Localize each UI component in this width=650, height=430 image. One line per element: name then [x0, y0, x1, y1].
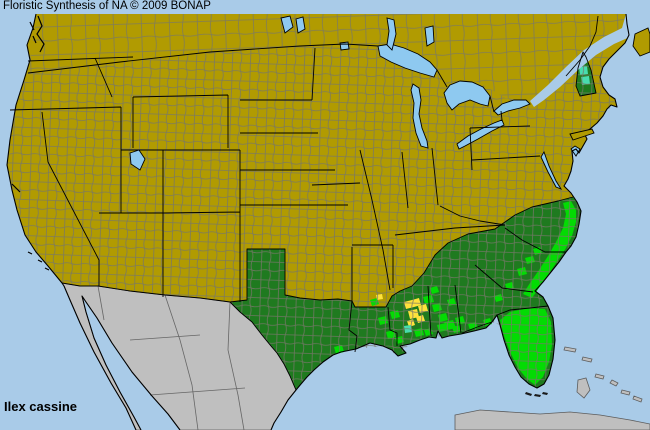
- other-lakes: [129, 15, 435, 171]
- species-name-label: Ilex cassine: [4, 399, 77, 414]
- delaware-bay: [570, 145, 581, 157]
- st-lawrence-gulf: [530, 14, 650, 107]
- new-hampshire-border: [575, 51, 597, 97]
- pacific-coast-detail: [11, 15, 50, 271]
- lake-superior: [377, 43, 438, 78]
- us-mexico-border: [61, 282, 231, 303]
- us-county-texture: [7, 44, 617, 390]
- long-island: [569, 128, 595, 141]
- mexico-state-lines: [97, 285, 246, 430]
- chesapeake-bay: [540, 150, 563, 190]
- map-title: Floristic Synthesis of NA © 2009 BONAP: [3, 0, 211, 12]
- present-region-border: [229, 196, 574, 391]
- lake-michigan: [410, 83, 429, 149]
- coastline: [6, 13, 630, 430]
- us-canada-border: [27, 15, 599, 121]
- florida-keys: [525, 392, 548, 397]
- bahamas: [563, 346, 643, 403]
- state-borders: [9, 47, 566, 353]
- canada-county-texture: [28, 14, 626, 101]
- cuba: [454, 409, 650, 430]
- nova-scotia: [632, 27, 650, 57]
